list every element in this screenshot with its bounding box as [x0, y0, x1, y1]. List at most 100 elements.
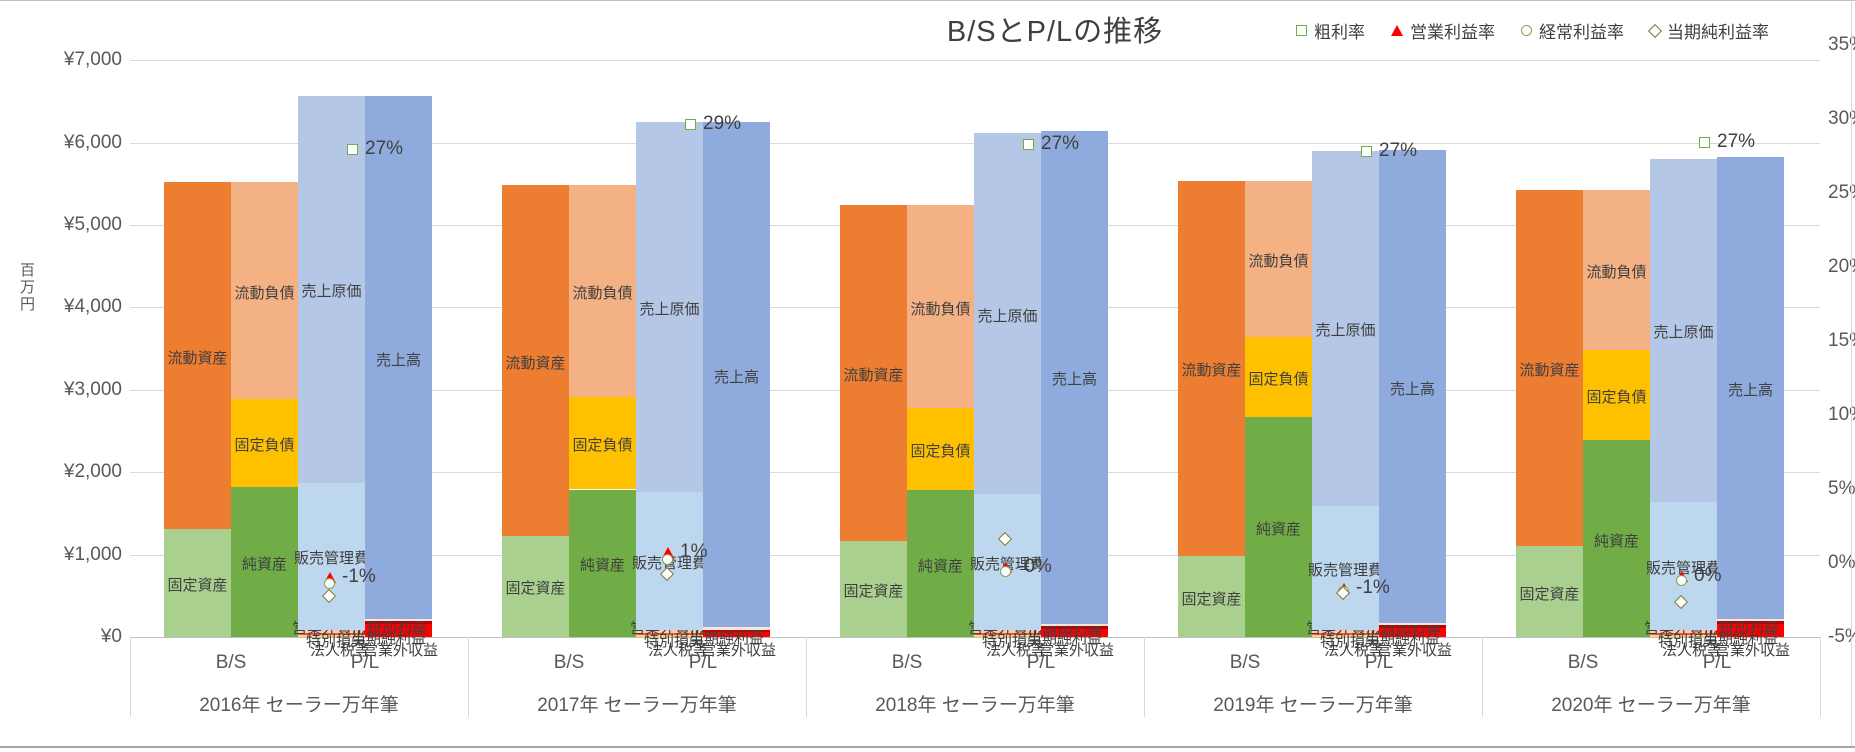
marker-ordinary-margin[interactable]: [324, 578, 335, 590]
bar-segment-sales[interactable]: [1041, 131, 1108, 624]
marker-gross-margin[interactable]: [1361, 145, 1372, 157]
marker-ordinary-margin[interactable]: [662, 554, 673, 566]
marker-net-margin[interactable]: [1673, 595, 1689, 610]
bar-segment-extraordinary-income[interactable]: [365, 621, 432, 624]
bar-segment-extraordinary-income[interactable]: [1041, 626, 1108, 629]
bar-segment-fixed-assets[interactable]: [840, 541, 907, 637]
bar-segment-current-liabilities[interactable]: [231, 182, 298, 399]
legend-item-net-margin[interactable]: 当期純利益率: [1647, 18, 1769, 43]
segment-label-current-assets: 流動資産: [1519, 361, 1580, 379]
bar-segment-current-liabilities[interactable]: [569, 185, 636, 398]
bar-segment-fixed-assets[interactable]: [502, 535, 569, 637]
bar-segment-fixed-liabilities[interactable]: [907, 407, 974, 491]
bar-segment-sga-expenses[interactable]: [1312, 505, 1379, 630]
bar-segment-non-operating-income[interactable]: [1717, 618, 1784, 622]
bar-segment-extraordinary-loss[interactable]: [974, 632, 1041, 635]
bar-segment-net-income[interactable]: [365, 623, 432, 637]
marker-label-gross-margin: 29%: [703, 113, 742, 135]
bar-segment-non-operating-expenses[interactable]: [298, 629, 365, 633]
bar-segment-cost-of-sales[interactable]: [1650, 159, 1717, 502]
marker-operating-margin[interactable]: [662, 547, 674, 559]
bar-segment-income-taxes[interactable]: [1312, 634, 1379, 637]
bar-segment-current-assets[interactable]: [502, 185, 569, 536]
bar-segment-net-assets[interactable]: [1583, 440, 1650, 637]
bar-segment-net-income[interactable]: [1717, 623, 1784, 637]
bar-segment-fixed-liabilities[interactable]: [569, 397, 636, 490]
bar-segment-current-liabilities[interactable]: [1583, 189, 1650, 351]
bar-segment-fixed-liabilities[interactable]: [1583, 350, 1650, 441]
segment-label-net-income: 当期純利益: [351, 630, 427, 647]
bar-segment-non-operating-expenses[interactable]: [636, 629, 703, 633]
x-axis-group-separator: [1482, 637, 1483, 717]
bar-segment-sales[interactable]: [1379, 150, 1446, 623]
bar-segment-net-income[interactable]: [1379, 627, 1446, 637]
marker-operating-margin[interactable]: [324, 572, 336, 584]
bar-segment-income-taxes[interactable]: [636, 634, 703, 637]
bar-segment-non-operating-expenses[interactable]: [1312, 629, 1379, 633]
legend-item-ordinary-margin[interactable]: 経常利益率: [1521, 18, 1624, 43]
bar-segment-net-assets[interactable]: [231, 487, 298, 637]
bar-segment-fixed-liabilities[interactable]: [1245, 337, 1312, 417]
marker-net-margin[interactable]: [1335, 586, 1351, 601]
marker-net-margin[interactable]: [659, 567, 675, 582]
bar-segment-income-taxes[interactable]: [298, 634, 365, 637]
bar-segment-fixed-assets[interactable]: [1178, 556, 1245, 637]
segment-label-current-assets: 流動資産: [843, 367, 904, 385]
bar-segment-extraordinary-income[interactable]: [703, 629, 770, 633]
bar-segment-fixed-assets[interactable]: [1516, 546, 1583, 637]
marker-ordinary-margin[interactable]: [1000, 566, 1011, 578]
bar-segment-cost-of-sales[interactable]: [974, 132, 1041, 495]
bar-segment-current-liabilities[interactable]: [1245, 180, 1312, 338]
marker-gross-margin[interactable]: [1699, 137, 1710, 149]
bar-segment-sga-expenses[interactable]: [1650, 501, 1717, 630]
bar-segment-extraordinary-income[interactable]: [1379, 625, 1446, 628]
marker-gross-margin[interactable]: [1023, 138, 1034, 150]
bar-segment-current-assets[interactable]: [1178, 180, 1245, 557]
legend-item-operating-margin[interactable]: 営業利益率: [1391, 18, 1495, 43]
gridline: [130, 60, 1820, 62]
bar-segment-current-assets[interactable]: [1516, 189, 1583, 547]
bar-segment-extraordinary-income[interactable]: [1717, 621, 1784, 624]
marker-gross-margin[interactable]: [685, 119, 696, 131]
bar-segment-non-operating-income[interactable]: [703, 627, 770, 630]
bar-segment-extraordinary-loss[interactable]: [1650, 632, 1717, 635]
bar-segment-income-taxes[interactable]: [1650, 634, 1717, 637]
marker-net-margin[interactable]: [321, 589, 337, 604]
bar-segment-income-taxes[interactable]: [974, 634, 1041, 637]
bar-segment-extraordinary-loss[interactable]: [636, 632, 703, 635]
marker-label-gross-margin: 27%: [1041, 132, 1080, 154]
bar-segment-cost-of-sales[interactable]: [298, 95, 365, 483]
bar-segment-sales[interactable]: [703, 122, 770, 628]
legend-item-gross-margin[interactable]: 粗利率: [1296, 18, 1365, 43]
marker-gross-margin[interactable]: [347, 144, 358, 156]
bar-segment-cost-of-sales[interactable]: [1312, 150, 1379, 506]
bar-segment-non-operating-income[interactable]: [1041, 623, 1108, 627]
segment-label-net-income: 当期純利益: [1027, 630, 1103, 647]
bar-segment-non-operating-income[interactable]: [1379, 622, 1446, 626]
bar-segment-net-assets[interactable]: [907, 490, 974, 637]
bar-segment-non-operating-income[interactable]: [365, 618, 432, 622]
bar-segment-extraordinary-loss[interactable]: [1312, 632, 1379, 635]
bar-segment-current-assets[interactable]: [840, 205, 907, 542]
bar-segment-sga-expenses[interactable]: [298, 482, 365, 630]
segment-label-fixed-liabilities: 固定負債: [1248, 371, 1309, 389]
marker-ordinary-margin[interactable]: [1676, 575, 1687, 587]
bar-segment-sales[interactable]: [1717, 157, 1784, 619]
bar-segment-net-assets[interactable]: [569, 489, 636, 637]
bar-segment-fixed-liabilities[interactable]: [231, 398, 298, 488]
bar-segment-current-liabilities[interactable]: [907, 205, 974, 408]
bar-segment-current-assets[interactable]: [164, 182, 231, 530]
bar-segment-cost-of-sales[interactable]: [636, 122, 703, 492]
marker-label-operating-margin: -0%: [1018, 555, 1052, 577]
bar-segment-net-income[interactable]: [1041, 628, 1108, 637]
bar-segment-non-operating-expenses[interactable]: [974, 629, 1041, 633]
bar-segment-fixed-assets[interactable]: [164, 529, 231, 637]
bar-segment-net-assets[interactable]: [1245, 416, 1312, 637]
segment-label-non-operating-income: 営業外収益: [1039, 642, 1115, 659]
marker-net-margin[interactable]: [997, 531, 1013, 546]
segment-label-current-assets: 流動資産: [167, 349, 228, 367]
bar-segment-extraordinary-loss[interactable]: [298, 632, 365, 635]
bar-segment-non-operating-expenses[interactable]: [1650, 629, 1717, 633]
bar-segment-net-income[interactable]: [703, 632, 770, 637]
bar-segment-sales[interactable]: [365, 96, 432, 619]
